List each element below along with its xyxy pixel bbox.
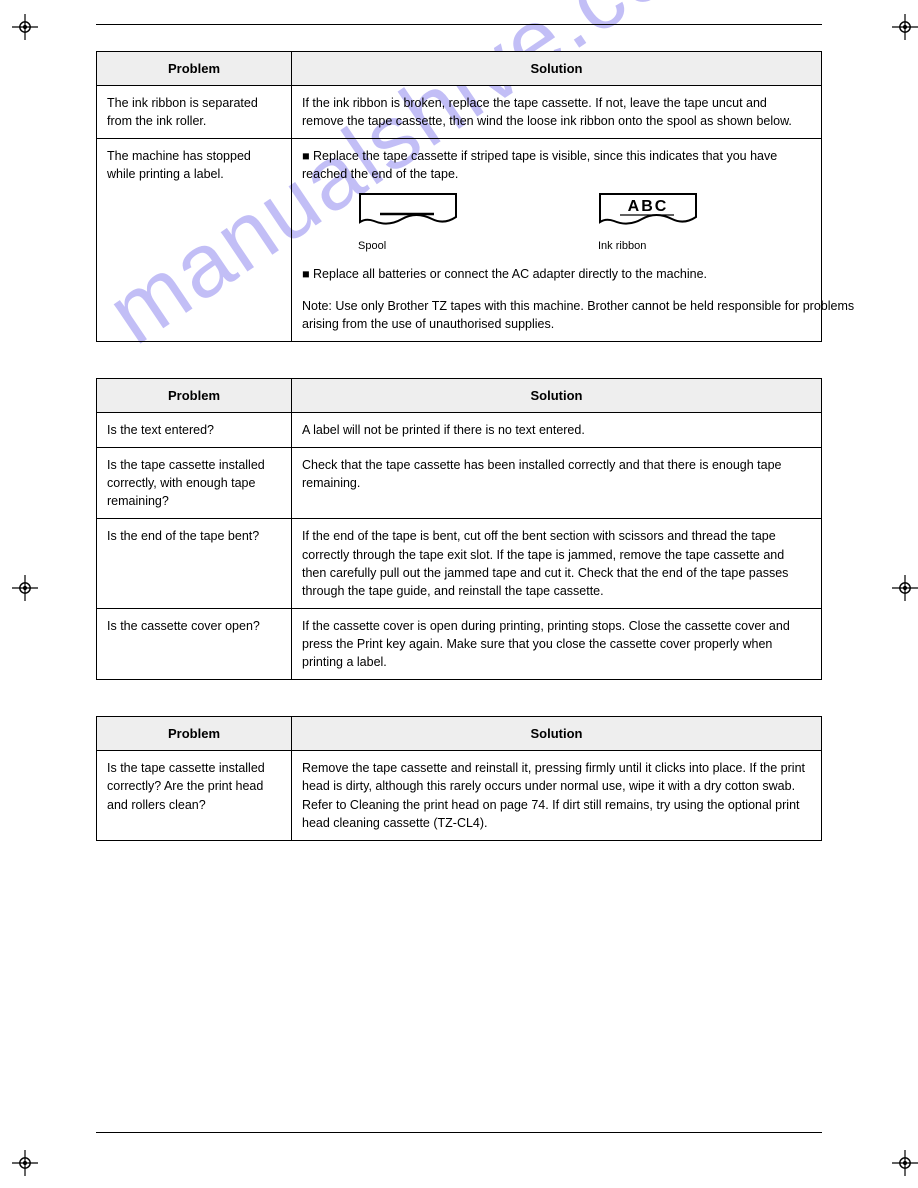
troubleshooting-table-3: Problem Solution Is the tape cassette in… (96, 716, 822, 841)
table-header-row: Problem Solution (97, 52, 822, 86)
table-row: Is the tape cassette installed correctly… (97, 751, 822, 841)
solution-cell: Remove the tape cassette and reinstall i… (292, 751, 822, 841)
table-header-row: Problem Solution (97, 717, 822, 751)
solution-cell: If the ink ribbon is broken, replace the… (292, 86, 822, 139)
registration-mark-mr (892, 575, 918, 601)
col-problem: Problem (97, 378, 292, 412)
troubleshooting-table-2: Problem Solution Is the text entered? A … (96, 378, 822, 680)
col-solution: Solution (292, 717, 822, 751)
page-content: Problem Solution The ink ribbon is separ… (96, 24, 822, 877)
solution-cell: A label will not be printed if there is … (292, 412, 822, 447)
troubleshooting-table-1: Problem Solution The ink ribbon is separ… (96, 51, 822, 342)
table-row: Is the text entered? A label will not be… (97, 412, 822, 447)
problem-cell: Is the tape cassette installed correctly… (97, 448, 292, 519)
diagram-caption: Ink ribbon (598, 239, 698, 255)
tape-blank-icon: Spool (358, 192, 458, 255)
col-problem: Problem (97, 52, 292, 86)
note-text: Note: Use only Brother TZ tapes with thi… (302, 297, 862, 333)
table-row: Is the end of the tape bent? If the end … (97, 519, 822, 609)
problem-cell: Is the end of the tape bent? (97, 519, 292, 609)
problem-cell: Is the text entered? (97, 412, 292, 447)
col-problem: Problem (97, 717, 292, 751)
col-solution: Solution (292, 52, 822, 86)
table-row: Is the cassette cover open? If the casse… (97, 608, 822, 679)
solution-cell: ■ Replace the tape cassette if striped t… (292, 139, 822, 342)
tape-diagrams: Spool ABC Ink ribbon (358, 192, 811, 255)
problem-cell: Is the tape cassette installed correctly… (97, 751, 292, 841)
solution-cell: If the cassette cover is open during pri… (292, 608, 822, 679)
registration-mark-tr (892, 14, 918, 40)
registration-mark-br (892, 1150, 918, 1176)
table-header-row: Problem Solution (97, 378, 822, 412)
solution-line: ■ Replace all batteries or connect the A… (302, 265, 811, 283)
col-solution: Solution (292, 378, 822, 412)
problem-cell: The ink ribbon is separated from the ink… (97, 86, 292, 139)
solution-cell: If the end of the tape is bent, cut off … (292, 519, 822, 609)
table-row: The machine has stopped while printing a… (97, 139, 822, 342)
bottom-horizontal-rule (96, 1132, 822, 1133)
tape-abc-icon: ABC Ink ribbon (598, 192, 698, 255)
solution-line: ■ Replace the tape cassette if striped t… (302, 147, 811, 183)
solution-cell: Check that the tape cassette has been in… (292, 448, 822, 519)
registration-mark-bl (12, 1150, 38, 1176)
table-row: Is the tape cassette installed correctly… (97, 448, 822, 519)
registration-mark-ml (12, 575, 38, 601)
problem-cell: The machine has stopped while printing a… (97, 139, 292, 342)
table-row: The ink ribbon is separated from the ink… (97, 86, 822, 139)
problem-cell: Is the cassette cover open? (97, 608, 292, 679)
svg-text:ABC: ABC (628, 198, 669, 215)
registration-mark-tl (12, 14, 38, 40)
diagram-caption: Spool (358, 239, 458, 255)
top-horizontal-rule (96, 24, 822, 25)
